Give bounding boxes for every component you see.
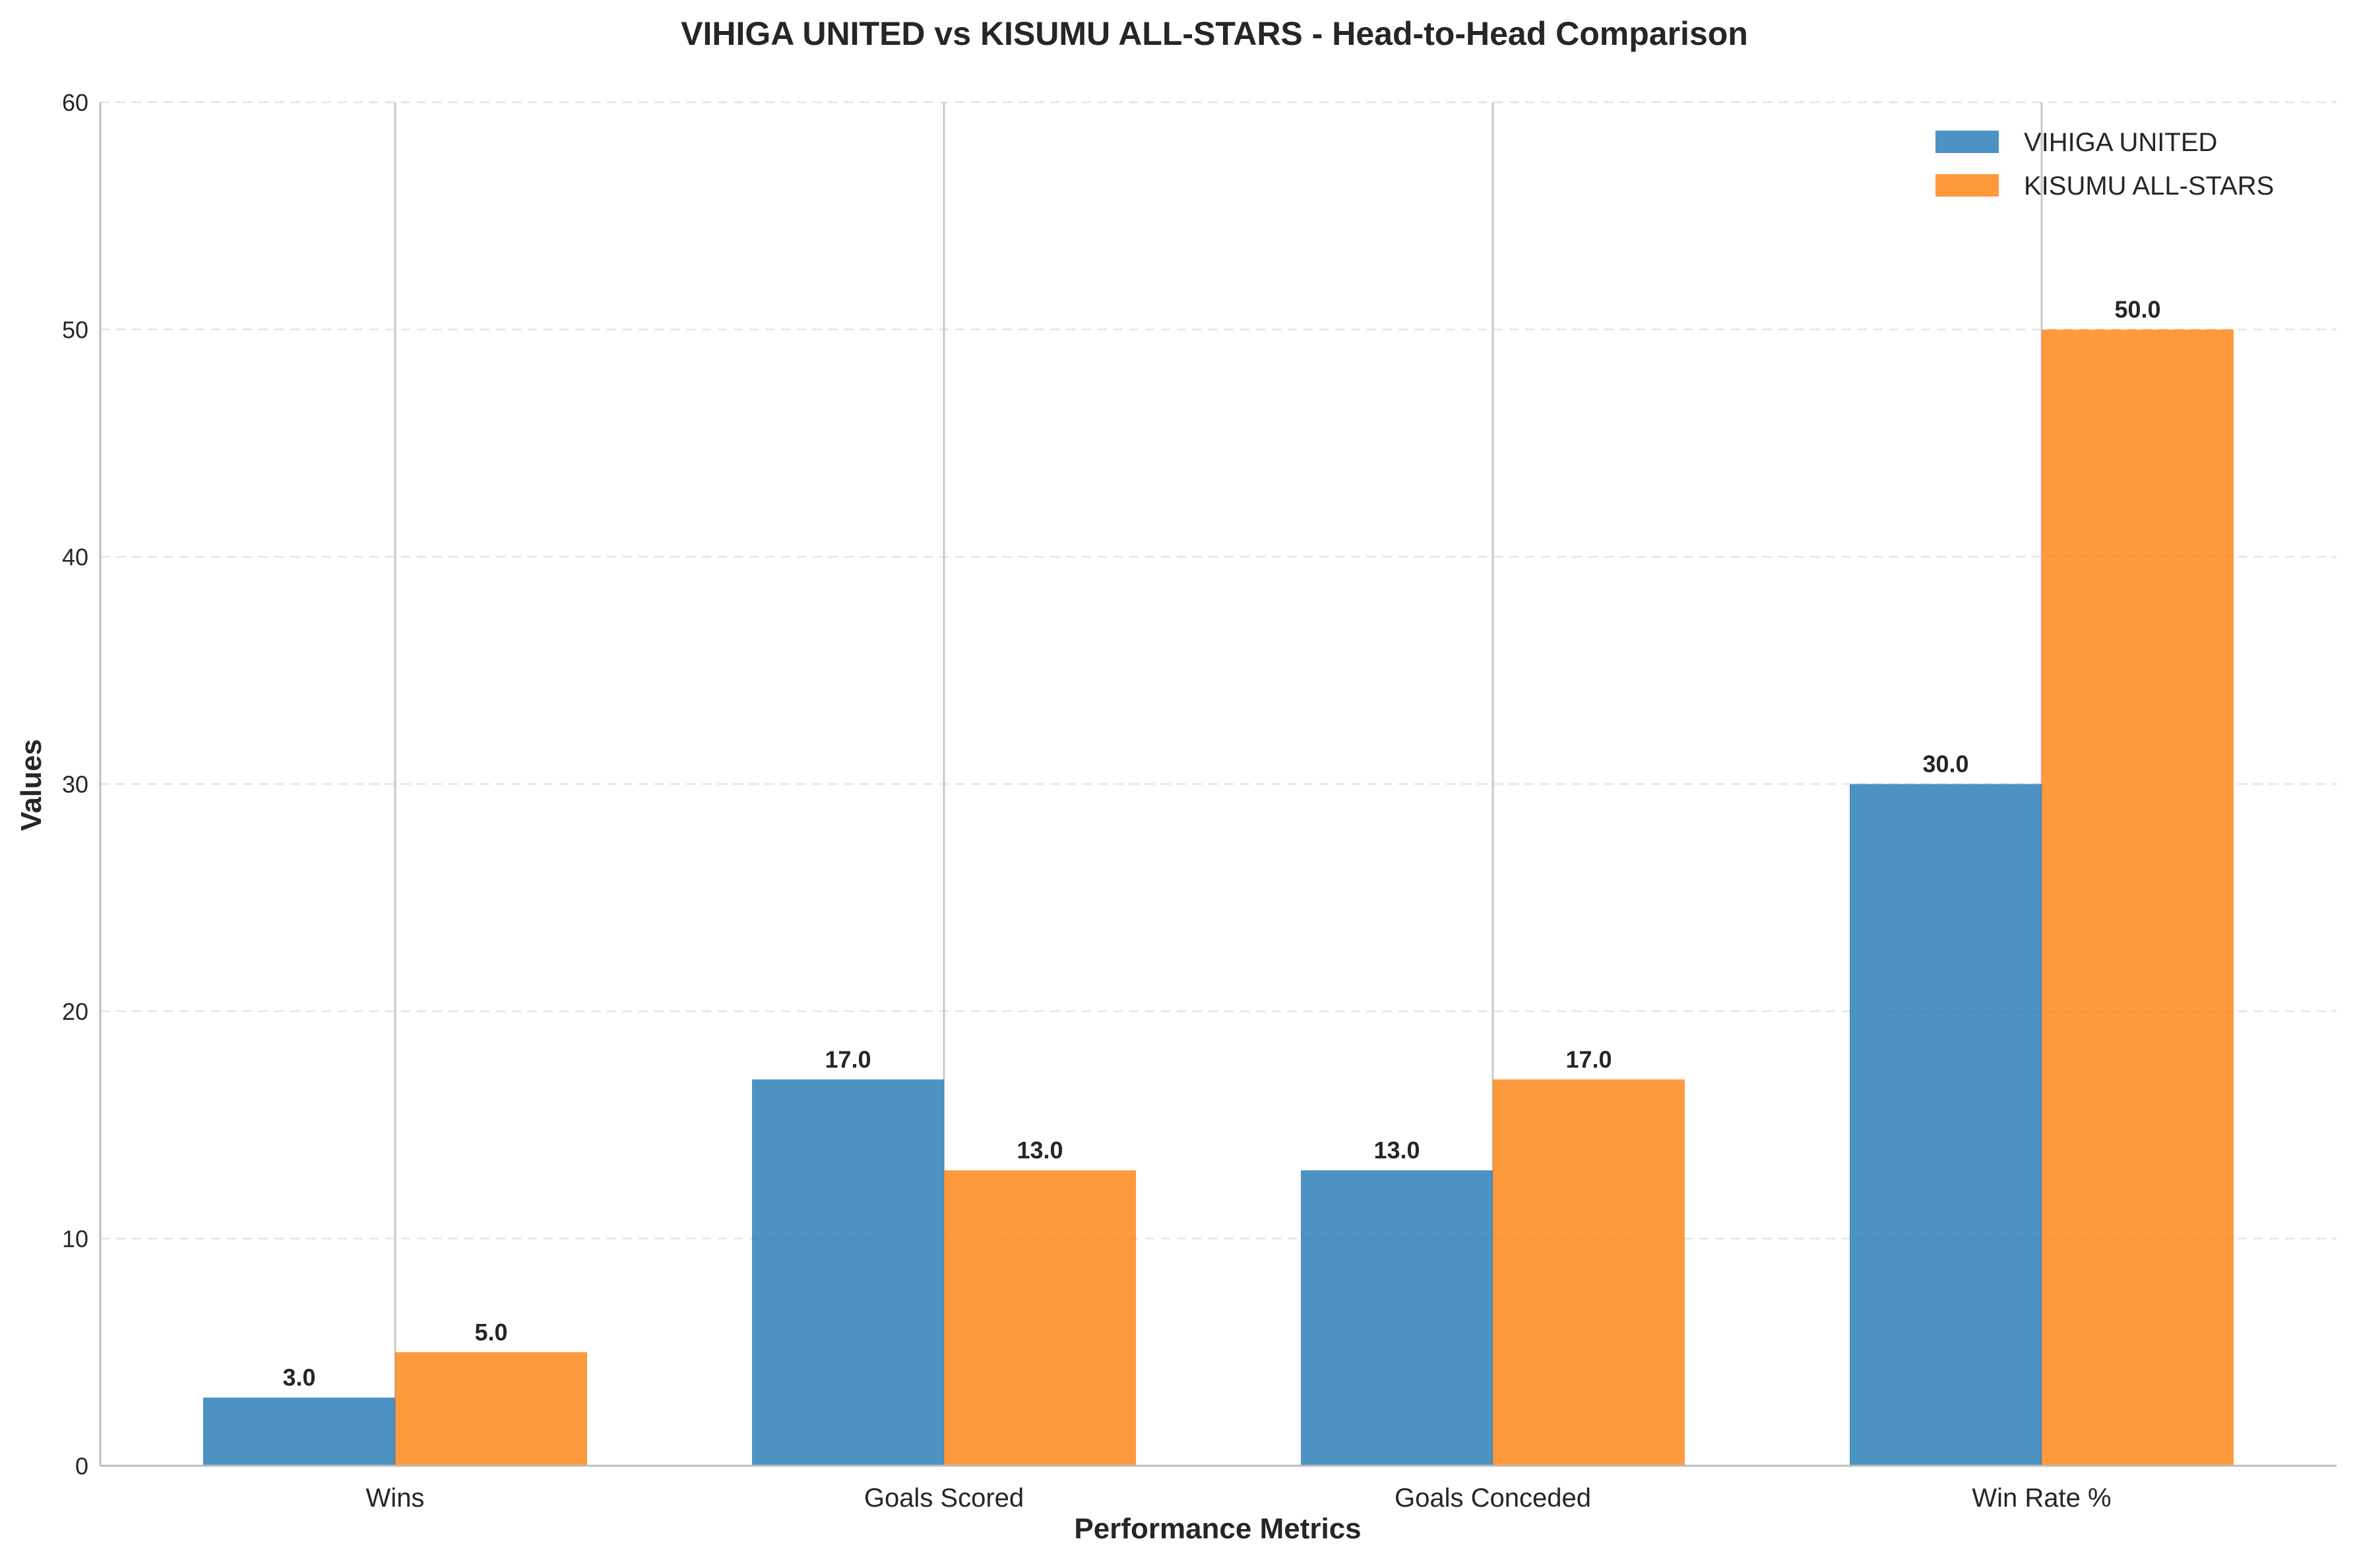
y-tick-label-20: 20 — [62, 998, 88, 1025]
bar-kisumu-all-stars-goals-conceded — [1493, 1079, 1685, 1466]
chart-title: VIHIGA UNITED vs KISUMU ALL-STARS - Head… — [681, 15, 1748, 52]
value-label-kisumu-all-stars-goals-scored: 13.0 — [1017, 1137, 1063, 1164]
y-tick-label-40: 40 — [62, 544, 88, 571]
x-tick-label-win-rate: Win Rate % — [1972, 1484, 2111, 1513]
bar-kisumu-all-stars-goals-scored — [944, 1170, 1136, 1466]
bar-vihiga-united-win-rate — [1850, 784, 2042, 1466]
x-tick-label-goals-scored: Goals Scored — [864, 1484, 1024, 1513]
x-tick-label-goals-conceded: Goals Conceded — [1395, 1484, 1591, 1513]
legend-label-kisumu-all-stars: KISUMU ALL-STARS — [2024, 172, 2274, 201]
bar-vihiga-united-goals-conceded — [1301, 1170, 1493, 1466]
value-label-kisumu-all-stars-wins: 5.0 — [474, 1319, 507, 1346]
bar-value-labels: 3.0 17.0 13.0 30.0 5.0 13.0 17.0 50.0 — [282, 296, 2160, 1391]
value-label-vihiga-united-win-rate: 30.0 — [1922, 751, 1968, 778]
bar-vihiga-united-wins — [203, 1397, 395, 1466]
x-axis-title: Performance Metrics — [1074, 1513, 1361, 1545]
axes: 0 10 20 30 40 50 60 Wins Goals Scored Goals Conce… — [62, 89, 2337, 1513]
bar-kisumu-all-stars-win-rate — [2042, 329, 2234, 1466]
value-label-vihiga-united-goals-scored: 17.0 — [825, 1046, 871, 1073]
y-tick-label-0: 0 — [75, 1453, 88, 1480]
x-tick-label-wins: Wins — [366, 1484, 425, 1513]
y-tick-label-50: 50 — [62, 317, 88, 344]
value-label-kisumu-all-stars-goals-conceded: 17.0 — [1565, 1046, 1612, 1073]
y-tick-label-30: 30 — [62, 771, 88, 798]
value-label-kisumu-all-stars-win-rate: 50.0 — [2114, 296, 2160, 323]
bar-kisumu-all-stars-wins — [395, 1352, 587, 1466]
y-tick-label-10: 10 — [62, 1226, 88, 1253]
y-tick-label-60: 60 — [62, 89, 88, 116]
legend-swatch-vihiga-united — [1935, 131, 1999, 153]
bars — [203, 329, 2234, 1466]
y-axis-title: Values — [15, 739, 47, 831]
value-label-vihiga-united-wins: 3.0 — [282, 1364, 315, 1391]
legend-label-vihiga-united: VIHIGA UNITED — [2024, 128, 2217, 157]
legend-swatch-kisumu-all-stars — [1935, 174, 1999, 197]
bar-vihiga-united-goals-scored — [752, 1079, 944, 1466]
legend: VIHIGA UNITED KISUMU ALL-STARS — [1935, 128, 2274, 201]
value-label-vihiga-united-goals-conceded: 13.0 — [1373, 1137, 1420, 1164]
